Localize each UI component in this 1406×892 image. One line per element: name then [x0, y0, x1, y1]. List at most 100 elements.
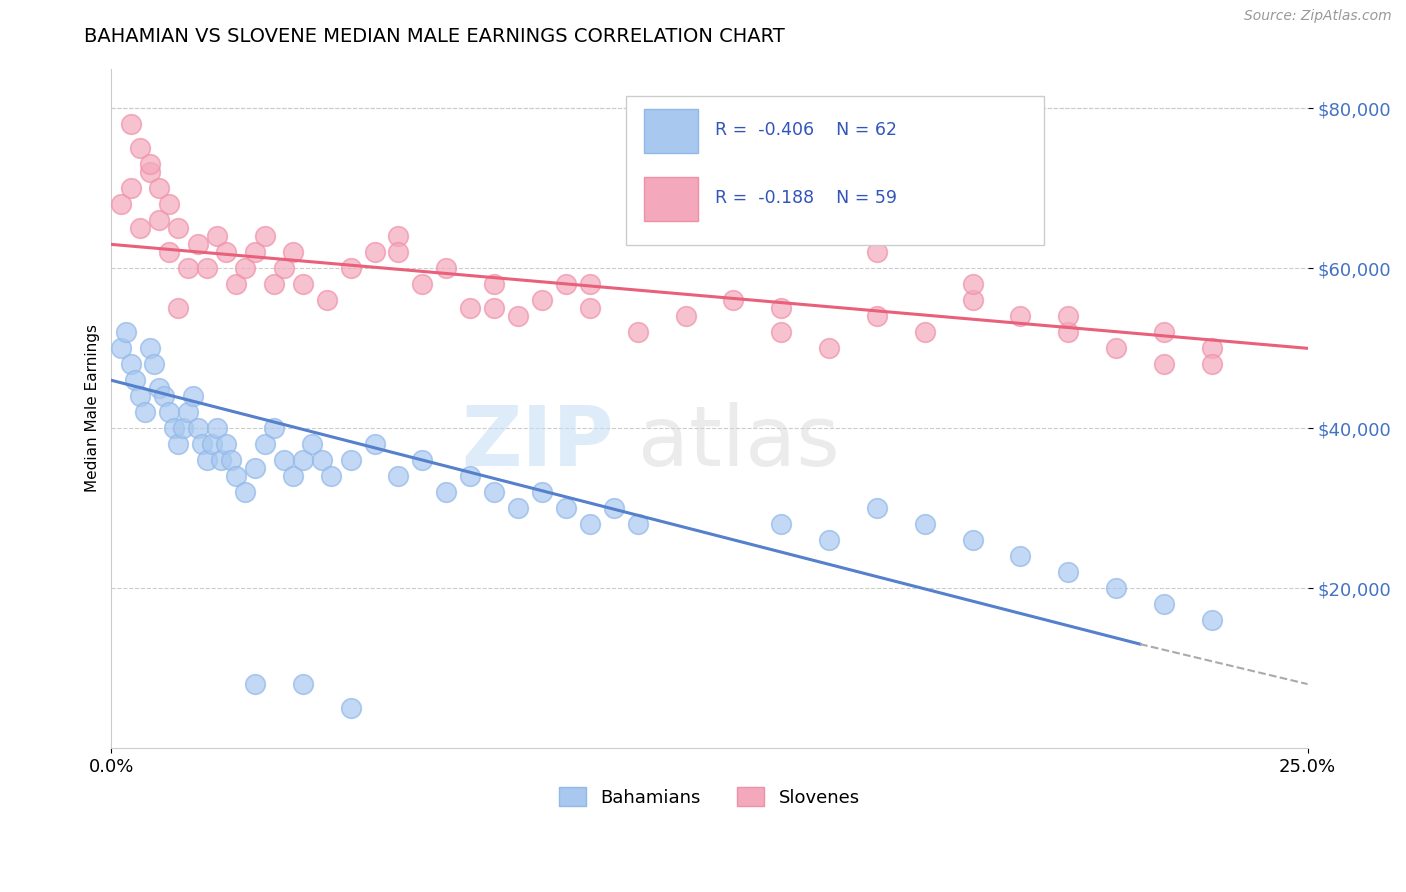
Point: [482, 485, 505, 500]
Point: [253, 437, 276, 451]
Point: [363, 245, 385, 260]
Point: [138, 165, 160, 179]
Point: [291, 453, 314, 467]
Point: [215, 437, 238, 451]
Point: [273, 261, 295, 276]
Point: [531, 293, 554, 308]
Point: [458, 301, 481, 316]
Point: [162, 421, 184, 435]
Point: [387, 245, 409, 260]
Point: [177, 405, 200, 419]
Point: [138, 341, 160, 355]
Text: R =  -0.188    N = 59: R = -0.188 N = 59: [716, 188, 897, 207]
Point: [1010, 549, 1032, 564]
Point: [387, 229, 409, 244]
Point: [339, 261, 361, 276]
Point: [1057, 326, 1080, 340]
Point: [914, 517, 936, 532]
Point: [215, 245, 238, 260]
Point: [579, 517, 602, 532]
Point: [129, 141, 152, 155]
Point: [411, 453, 433, 467]
Point: [962, 293, 984, 308]
Point: [770, 517, 793, 532]
Point: [167, 221, 190, 235]
Point: [723, 293, 745, 308]
Point: [120, 181, 142, 195]
Point: [482, 277, 505, 292]
Legend: Bahamians, Slovenes: Bahamians, Slovenes: [553, 780, 868, 814]
Point: [181, 389, 204, 403]
Point: [253, 229, 276, 244]
Point: [110, 341, 132, 355]
Point: [134, 405, 156, 419]
Point: [363, 437, 385, 451]
Point: [866, 245, 889, 260]
Point: [153, 389, 176, 403]
Point: [962, 533, 984, 548]
Point: [120, 357, 142, 371]
Point: [148, 213, 170, 227]
Point: [235, 485, 257, 500]
Bar: [644, 178, 697, 221]
Point: [225, 277, 247, 292]
Point: [235, 261, 257, 276]
Point: [818, 341, 841, 355]
Point: [506, 310, 529, 324]
Point: [167, 437, 190, 451]
Point: [1010, 310, 1032, 324]
Text: ZIP: ZIP: [461, 401, 614, 483]
Point: [205, 421, 228, 435]
Point: [434, 485, 457, 500]
Point: [157, 197, 180, 211]
Point: [186, 421, 208, 435]
Point: [205, 229, 228, 244]
Point: [129, 389, 152, 403]
Point: [243, 677, 266, 691]
Point: [818, 533, 841, 548]
Point: [148, 381, 170, 395]
Point: [301, 437, 323, 451]
Text: Source: ZipAtlas.com: Source: ZipAtlas.com: [1244, 9, 1392, 23]
Point: [339, 701, 361, 715]
Point: [531, 485, 554, 500]
Point: [962, 277, 984, 292]
Point: [157, 245, 180, 260]
Point: [177, 261, 200, 276]
Text: R =  -0.406    N = 62: R = -0.406 N = 62: [716, 120, 897, 138]
Point: [263, 277, 285, 292]
Point: [167, 301, 190, 316]
Point: [219, 453, 242, 467]
Point: [110, 197, 132, 211]
Point: [291, 277, 314, 292]
Point: [866, 501, 889, 516]
Point: [1105, 581, 1128, 595]
Point: [201, 437, 224, 451]
Point: [1201, 613, 1223, 627]
Point: [124, 373, 146, 387]
Y-axis label: Median Male Earnings: Median Male Earnings: [86, 325, 100, 492]
Point: [627, 517, 650, 532]
Point: [579, 277, 602, 292]
Point: [120, 118, 142, 132]
Point: [579, 301, 602, 316]
Point: [914, 326, 936, 340]
Point: [866, 310, 889, 324]
Point: [191, 437, 214, 451]
Point: [627, 326, 650, 340]
Point: [114, 326, 136, 340]
Point: [129, 221, 152, 235]
Point: [770, 326, 793, 340]
Text: atlas: atlas: [638, 401, 839, 483]
Point: [1201, 357, 1223, 371]
Point: [321, 469, 343, 483]
Point: [506, 501, 529, 516]
Point: [283, 245, 305, 260]
Point: [603, 501, 626, 516]
Point: [339, 453, 361, 467]
Point: [458, 469, 481, 483]
Point: [273, 453, 295, 467]
Point: [311, 453, 333, 467]
Point: [770, 301, 793, 316]
Bar: [644, 110, 697, 153]
